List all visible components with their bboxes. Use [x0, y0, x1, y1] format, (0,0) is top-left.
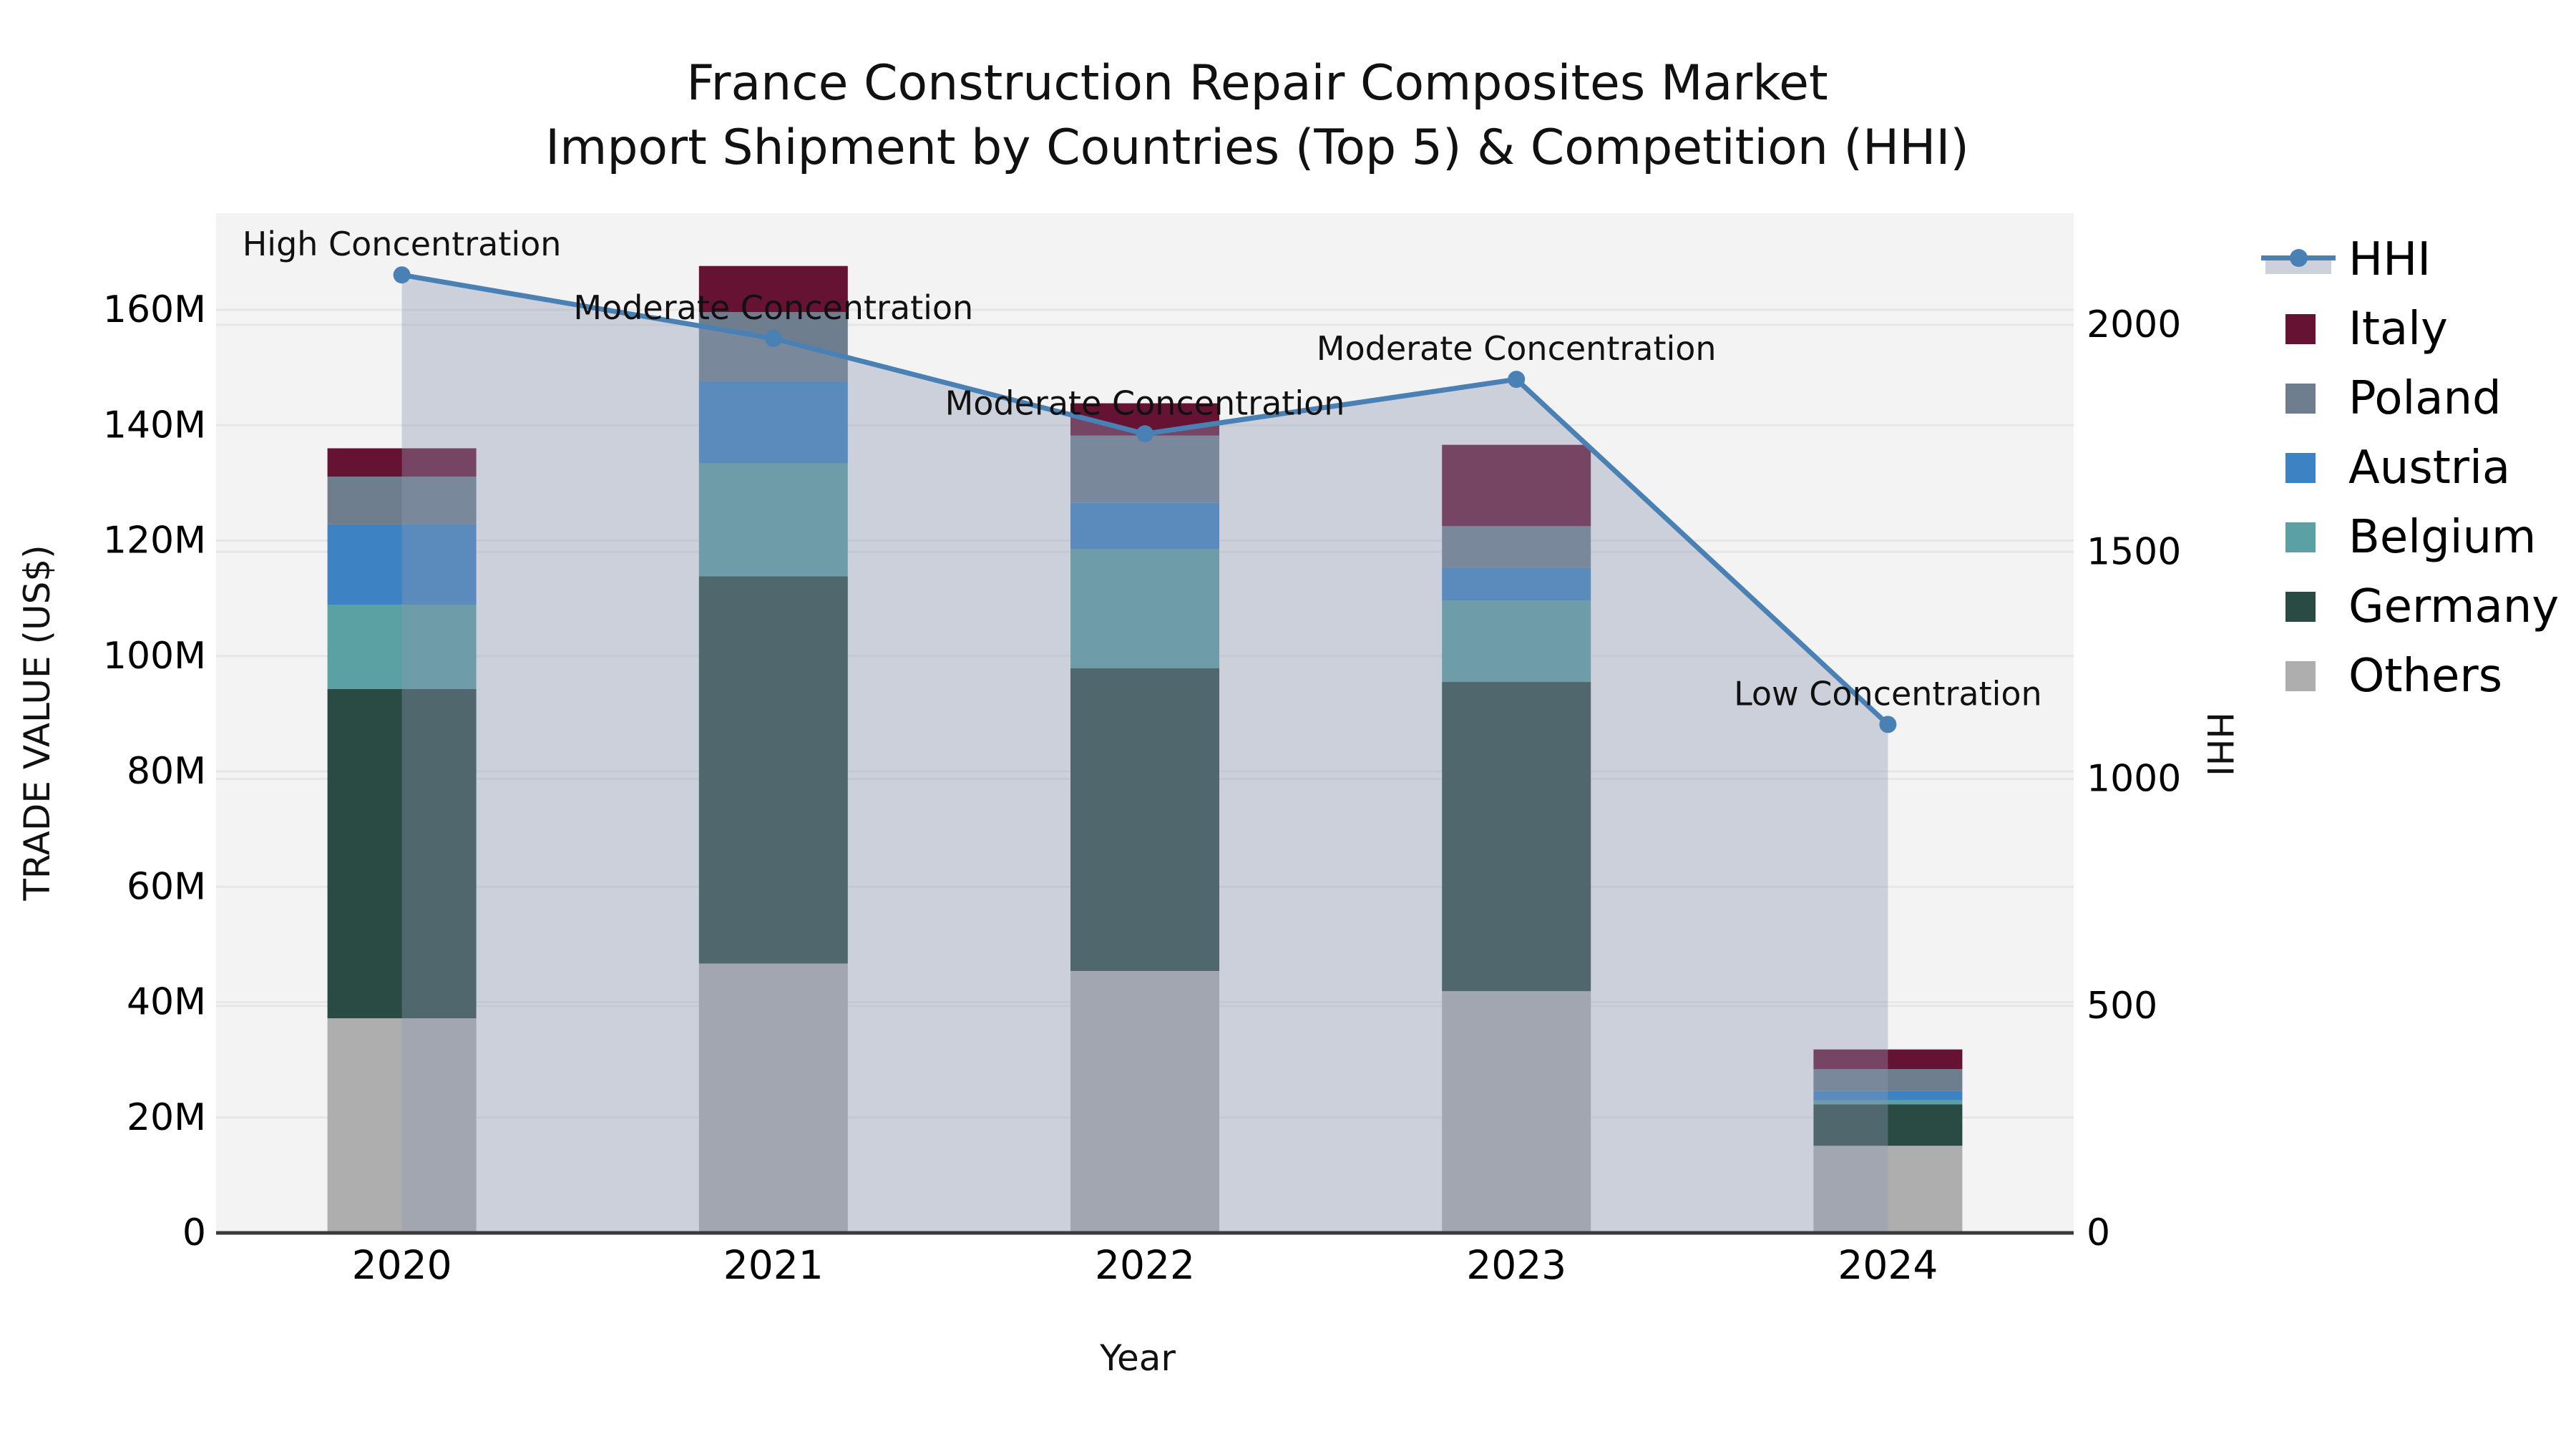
- legend-item-austria: Austria: [2261, 433, 2559, 502]
- legend-swatch-belgium: [2285, 522, 2316, 552]
- legend-label-germany: Germany: [2348, 580, 2560, 633]
- bar-segment-belgium-2024: [1813, 1100, 1963, 1105]
- y-left-tick-label: 100M: [103, 635, 206, 678]
- bar-segment-austria-2020: [327, 524, 477, 605]
- bar-segment-germany-2024: [1813, 1104, 1963, 1146]
- y-left-tick-label: 40M: [127, 981, 206, 1024]
- legend-swatch-box: [2261, 522, 2340, 552]
- y-left-tick-label: 120M: [103, 519, 206, 562]
- bar-segment-germany-2021: [698, 576, 848, 964]
- bar-segment-italy-2021: [698, 265, 848, 313]
- bar-segment-italy-2023: [1442, 444, 1591, 527]
- hhi-marker-2021: [764, 330, 782, 348]
- hhi-marker-2023: [1508, 371, 1526, 389]
- hhi-band-swatch: [2265, 259, 2331, 274]
- bar-segment-austria-2024: [1813, 1091, 1963, 1101]
- hhi-marker-2024: [1879, 716, 1897, 733]
- legend-swatch-italy: [2285, 313, 2316, 344]
- x-tick-label: 2023: [1466, 1242, 1566, 1288]
- annotation-2023: Moderate Concentration: [1317, 329, 1717, 368]
- hhi-area-band: [401, 275, 1888, 1234]
- legend-label-hhi: HHI: [2348, 233, 2431, 286]
- y-left-tick-label: 80M: [127, 750, 206, 793]
- x-tick-label: 2020: [352, 1242, 452, 1288]
- annotation-2022: Moderate Concentration: [945, 384, 1345, 422]
- bar-segment-others-2022: [1070, 970, 1219, 1233]
- bar-segment-austria-2021: [698, 381, 848, 464]
- bar-segment-germany-2023: [1442, 682, 1591, 992]
- annotation-2021: Moderate Concentration: [573, 288, 973, 327]
- annotation-2024: Low Concentration: [1734, 674, 2042, 713]
- bar-segment-germany-2022: [1070, 668, 1219, 971]
- legend-swatch-box: [2261, 660, 2340, 691]
- legend-swatch-germany: [2285, 591, 2316, 622]
- hhi-dot-icon: [2290, 248, 2308, 267]
- bar-segment-germany-2020: [327, 688, 477, 1019]
- legend-swatch-others: [2285, 660, 2316, 691]
- legend-label-others: Others: [2348, 649, 2503, 703]
- bar-segment-austria-2023: [1442, 567, 1591, 601]
- legend-swatch-box: [2261, 452, 2340, 483]
- bar-segment-poland-2024: [1813, 1069, 1963, 1091]
- hhi-marker-2020: [393, 266, 411, 284]
- bar-segment-belgium-2020: [327, 604, 477, 689]
- bar-segment-poland-2023: [1442, 526, 1591, 568]
- bar-segment-others-2023: [1442, 991, 1591, 1233]
- legend-label-austria: Austria: [2348, 441, 2511, 494]
- legend-label-italy: Italy: [2348, 302, 2448, 356]
- legend-swatch-austria: [2285, 452, 2316, 483]
- bar-segment-belgium-2021: [698, 463, 848, 577]
- legend-item-others: Others: [2261, 641, 2559, 711]
- legend-item-germany: Germany: [2261, 572, 2559, 641]
- bar-segment-others-2020: [327, 1018, 477, 1233]
- y-right-tick-label: 0: [2087, 1211, 2110, 1254]
- legend-swatch-box: [2261, 383, 2340, 414]
- x-tick-label: 2024: [1838, 1242, 1938, 1288]
- bar-segment-italy-2020: [327, 448, 477, 477]
- legend-swatch-poland: [2285, 383, 2316, 414]
- y-right-tick-label: 2000: [2087, 303, 2181, 346]
- legend-item-hhi: HHI: [2261, 225, 2559, 294]
- legend-item-poland: Poland: [2261, 364, 2559, 433]
- y-left-tick-label: 60M: [127, 865, 206, 908]
- bar-segment-italy-2024: [1813, 1049, 1963, 1070]
- y-left-axis-title: TRADE VALUE (US$): [16, 545, 58, 901]
- y-left-tick-label: 0: [182, 1211, 206, 1254]
- chart-title: France Construction Repair Composites Ma…: [0, 52, 2514, 180]
- x-axis-title: Year: [1100, 1337, 1176, 1379]
- legend-label-belgium: Belgium: [2348, 510, 2537, 564]
- legend-swatch-box: [2261, 313, 2340, 344]
- y-left-tick-label: 160M: [103, 288, 206, 331]
- y-right-tick-label: 1000: [2087, 758, 2181, 801]
- y-right-axis-title: HHI: [2199, 712, 2240, 776]
- legend: HHI Italy Poland Austria Belgium Germany…: [2261, 225, 2559, 711]
- x-tick-label: 2022: [1095, 1242, 1195, 1288]
- y-left-tick-label: 140M: [103, 404, 206, 447]
- bar-segment-poland-2020: [327, 477, 477, 525]
- y-left-tick-label: 20M: [127, 1096, 206, 1139]
- bar-segment-austria-2022: [1070, 502, 1219, 550]
- x-tick-label: 2021: [723, 1242, 824, 1288]
- legend-item-italy: Italy: [2261, 294, 2559, 364]
- y-right-tick-label: 1500: [2087, 530, 2181, 573]
- bar-segment-belgium-2022: [1070, 549, 1219, 668]
- hhi-marker-2022: [1136, 425, 1153, 443]
- legend-swatch-box: [2261, 591, 2340, 622]
- hhi-line-marker-icon: [2261, 238, 2340, 281]
- legend-item-belgium: Belgium: [2261, 502, 2559, 572]
- chart-title-line2: Import Shipment by Countries (Top 5) & C…: [545, 119, 1969, 176]
- bar-segment-others-2021: [698, 963, 848, 1233]
- bar-segment-poland-2022: [1070, 435, 1219, 503]
- bar-segment-others-2024: [1813, 1146, 1963, 1233]
- chart-title-line1: France Construction Repair Composites Ma…: [686, 55, 1828, 112]
- bar-segment-belgium-2023: [1442, 600, 1591, 683]
- y-right-tick-label: 500: [2087, 985, 2157, 1028]
- legend-label-poland: Poland: [2348, 371, 2502, 425]
- annotation-2020: High Concentration: [243, 225, 562, 263]
